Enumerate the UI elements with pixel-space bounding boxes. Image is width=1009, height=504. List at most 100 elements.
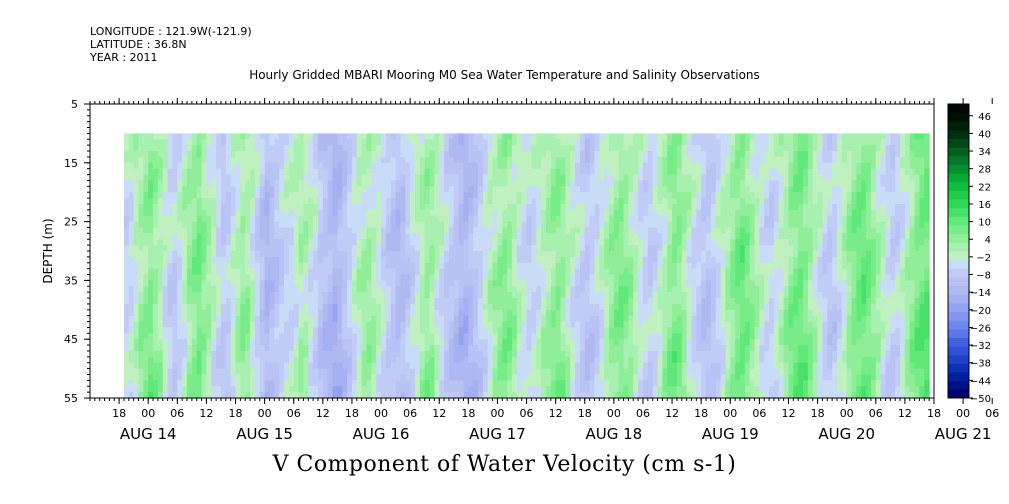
heatmap-cell bbox=[211, 221, 217, 229]
heatmap-cell bbox=[143, 162, 149, 170]
heatmap-cell bbox=[478, 368, 484, 376]
heatmap-cell bbox=[463, 303, 469, 311]
heatmap-cell bbox=[468, 315, 474, 323]
heatmap-cell bbox=[526, 368, 532, 376]
heatmap-cell bbox=[444, 309, 450, 317]
heatmap-cell bbox=[453, 245, 460, 252]
heatmap-cell bbox=[337, 333, 343, 340]
heatmap-cell bbox=[235, 256, 241, 264]
heatmap-cell bbox=[434, 303, 440, 311]
heatmap-cell bbox=[172, 374, 178, 381]
heatmap-cell bbox=[153, 239, 159, 246]
heatmap-cell bbox=[196, 292, 203, 299]
heatmap-cell bbox=[512, 209, 518, 217]
heatmap-cell bbox=[502, 356, 508, 364]
heatmap-cell bbox=[507, 233, 513, 240]
heatmap-cell bbox=[579, 350, 586, 358]
heatmap-cell bbox=[254, 145, 261, 152]
heatmap-cell bbox=[235, 350, 241, 358]
heatmap-cell bbox=[478, 345, 484, 352]
heatmap-cell bbox=[604, 262, 610, 270]
heatmap-cell bbox=[512, 139, 518, 146]
heatmap-cell bbox=[463, 309, 469, 317]
heatmap-cell bbox=[240, 303, 246, 311]
heatmap-cell bbox=[220, 198, 227, 205]
heatmap-cell bbox=[623, 168, 630, 176]
heatmap-cell bbox=[545, 280, 552, 287]
heatmap-cell bbox=[395, 145, 402, 152]
heatmap-cell bbox=[342, 215, 348, 223]
heatmap-cell bbox=[342, 362, 348, 370]
heatmap-cell bbox=[536, 251, 542, 258]
heatmap-cell bbox=[250, 245, 256, 252]
heatmap-cell bbox=[385, 145, 392, 152]
heatmap-cell bbox=[400, 239, 406, 246]
heatmap-cell bbox=[507, 227, 513, 234]
heatmap-cell bbox=[623, 139, 630, 146]
heatmap-cell bbox=[123, 303, 130, 311]
heatmap-cell bbox=[366, 339, 372, 346]
heatmap-cell bbox=[633, 286, 639, 293]
heatmap-cell bbox=[284, 374, 290, 381]
heatmap-cell bbox=[400, 203, 406, 211]
heatmap-cell bbox=[230, 198, 237, 205]
heatmap-cell bbox=[225, 268, 232, 276]
heatmap-cell bbox=[254, 139, 261, 146]
heatmap-cell bbox=[555, 174, 562, 182]
heatmap-cell bbox=[206, 327, 212, 334]
heatmap-cell bbox=[589, 133, 596, 140]
heatmap-cell bbox=[385, 286, 392, 293]
heatmap-cell bbox=[284, 133, 290, 140]
heatmap-cell bbox=[235, 274, 241, 281]
heatmap-cell bbox=[196, 274, 203, 281]
heatmap-cell bbox=[468, 168, 474, 176]
heatmap-cell bbox=[133, 139, 140, 146]
heatmap-cell bbox=[463, 327, 469, 334]
heatmap-cell bbox=[638, 239, 644, 246]
heatmap-cell bbox=[458, 133, 465, 140]
heatmap-cell bbox=[153, 192, 159, 199]
heatmap-cell bbox=[153, 215, 159, 223]
heatmap-cell bbox=[463, 215, 469, 223]
heatmap-cell bbox=[342, 303, 348, 311]
heatmap-cell bbox=[609, 268, 615, 276]
heatmap-cell bbox=[201, 339, 208, 346]
heatmap-cell bbox=[347, 303, 353, 311]
heatmap-cell bbox=[385, 303, 392, 311]
heatmap-cell bbox=[545, 368, 552, 376]
heatmap-cell bbox=[342, 309, 348, 317]
heatmap-cell bbox=[187, 356, 193, 364]
heatmap-cell bbox=[599, 151, 605, 158]
heatmap-cell bbox=[196, 327, 203, 334]
heatmap-cell bbox=[463, 233, 469, 240]
heatmap-cell bbox=[133, 292, 140, 299]
heatmap-cell bbox=[216, 280, 222, 287]
heatmap-cell bbox=[366, 239, 372, 246]
heatmap-cell bbox=[230, 386, 237, 393]
heatmap-cell bbox=[250, 392, 256, 399]
heatmap-cell bbox=[162, 239, 169, 246]
heatmap-cell bbox=[579, 245, 586, 252]
heatmap-cell bbox=[182, 209, 188, 217]
heatmap-cell bbox=[410, 327, 416, 334]
heatmap-cell bbox=[502, 368, 508, 376]
heatmap-cell bbox=[313, 262, 319, 270]
heatmap-cell bbox=[148, 392, 154, 399]
heatmap-cell bbox=[638, 286, 644, 293]
heatmap-cell bbox=[279, 245, 285, 252]
heatmap-cell bbox=[642, 298, 649, 305]
heatmap-cell bbox=[240, 256, 246, 264]
heatmap-cell bbox=[381, 380, 387, 387]
heatmap-cell bbox=[492, 368, 499, 376]
heatmap-cell bbox=[584, 186, 591, 193]
heatmap-cell bbox=[250, 192, 256, 199]
heatmap-cell bbox=[521, 251, 528, 258]
heatmap-cell bbox=[555, 186, 562, 193]
heatmap-cell bbox=[555, 362, 562, 370]
heatmap-cell bbox=[638, 327, 644, 334]
heatmap-cell bbox=[604, 233, 610, 240]
heatmap-cell bbox=[138, 162, 144, 170]
heatmap-cell bbox=[351, 309, 358, 317]
heatmap-cell bbox=[235, 292, 241, 299]
heatmap-cell bbox=[177, 350, 183, 358]
